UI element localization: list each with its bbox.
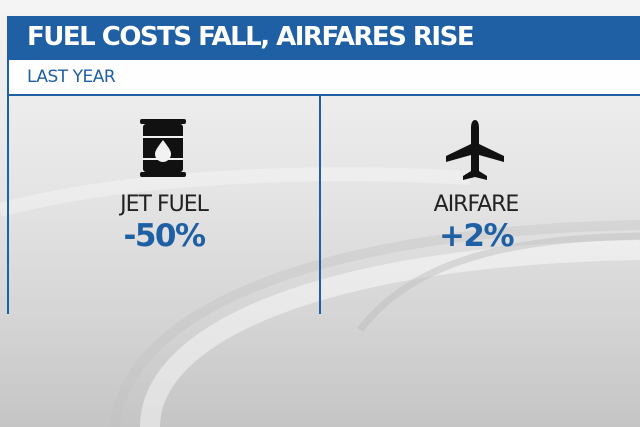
jet-fuel-panel: JET FUEL -50% (9, 96, 319, 314)
headline: FUEL COSTS FALL, AIRFARES RISE (27, 22, 475, 52)
jet-fuel-label: JET FUEL (120, 192, 209, 217)
left-frame-line (7, 96, 9, 314)
subtitle-bar: LAST YEAR (7, 60, 640, 96)
airplane-icon (446, 120, 504, 180)
panel-divider (319, 96, 321, 314)
subtitle: LAST YEAR (27, 67, 116, 87)
jet-fuel-change: -50% (123, 218, 206, 254)
airfare-panel: AIRFARE +2% (321, 96, 631, 314)
oil-barrel-icon (140, 119, 186, 177)
airfare-change: +2% (438, 218, 515, 254)
airfare-label: AIRFARE (433, 192, 520, 217)
title-bar: FUEL COSTS FALL, AIRFARES RISE (7, 16, 640, 60)
